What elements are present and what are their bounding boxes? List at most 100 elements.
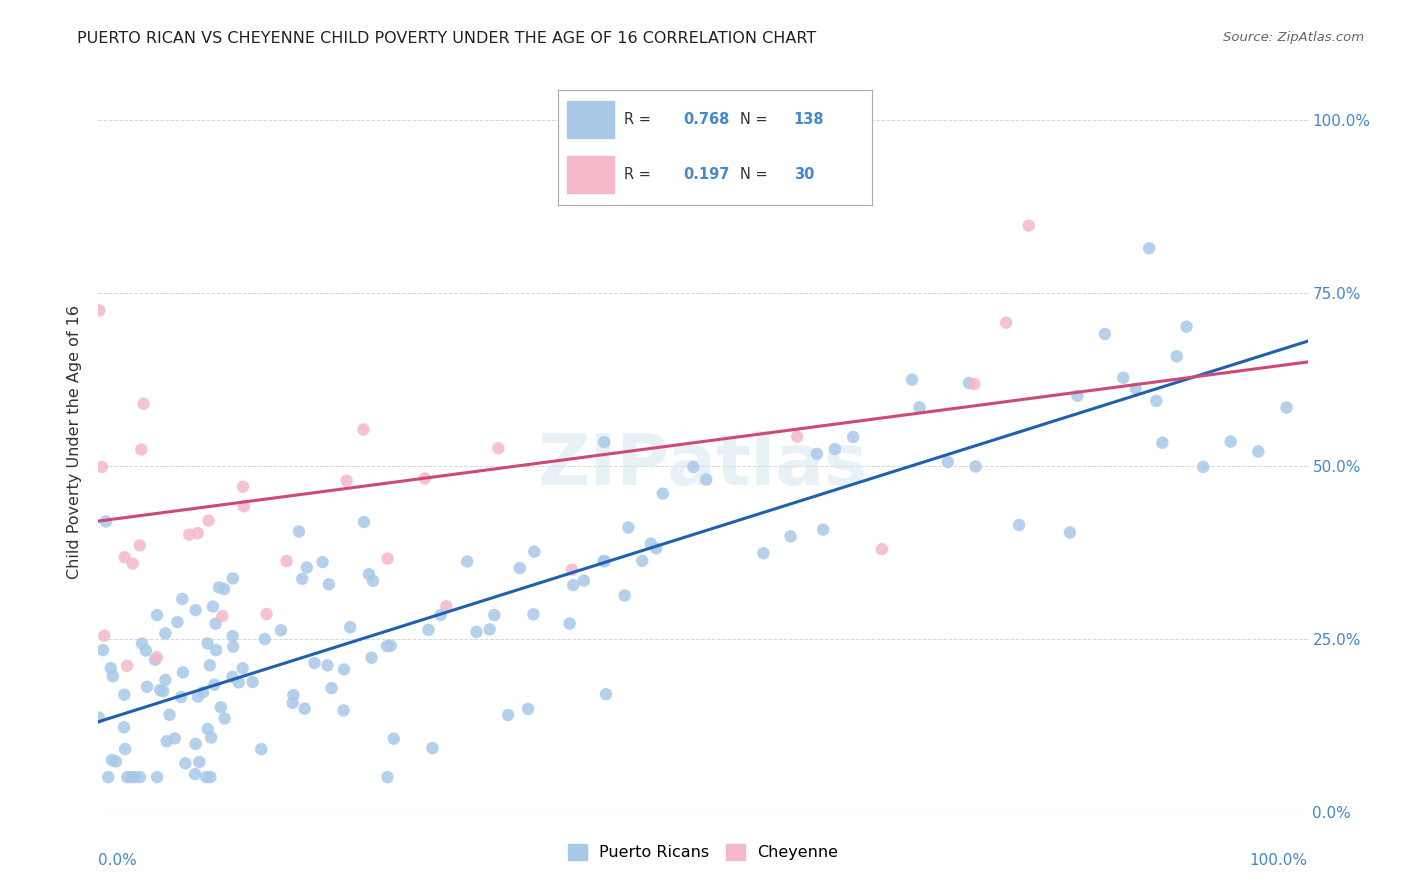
Point <box>129 770 152 784</box>
Point <box>304 656 326 670</box>
Point <box>270 624 292 638</box>
Legend: Puerto Ricans, Cheyenne: Puerto Ricans, Cheyenne <box>561 838 845 867</box>
Point <box>335 474 357 488</box>
Point <box>523 544 546 558</box>
Point <box>811 523 834 537</box>
Point <box>786 430 808 444</box>
Point <box>339 620 361 634</box>
Point <box>295 560 318 574</box>
Point <box>1059 525 1081 540</box>
Point <box>360 650 382 665</box>
Point <box>156 734 179 748</box>
Point <box>128 538 150 552</box>
Point <box>120 770 142 784</box>
Point <box>418 623 440 637</box>
Point <box>377 770 399 784</box>
Point <box>209 700 232 714</box>
Point <box>965 459 987 474</box>
Point <box>321 681 343 695</box>
Point <box>184 737 207 751</box>
Point <box>232 500 254 514</box>
Point <box>136 680 159 694</box>
Point <box>124 770 146 784</box>
Point <box>592 554 614 568</box>
Point <box>1008 518 1031 533</box>
Point <box>131 636 153 650</box>
Point <box>294 701 316 715</box>
Point <box>204 616 226 631</box>
Point <box>149 683 172 698</box>
Point <box>114 550 136 565</box>
Point <box>995 316 1018 330</box>
Point <box>256 607 278 621</box>
Point <box>380 639 402 653</box>
Point <box>311 555 333 569</box>
Point <box>163 731 186 746</box>
Text: PUERTO RICAN VS CHEYENNE CHILD POVERTY UNDER THE AGE OF 16 CORRELATION CHART: PUERTO RICAN VS CHEYENNE CHILD POVERTY U… <box>77 31 817 46</box>
Point <box>682 460 704 475</box>
Point <box>382 731 405 746</box>
Point <box>221 629 243 643</box>
Point <box>333 663 356 677</box>
Point <box>824 442 846 456</box>
Point <box>870 542 893 557</box>
Point <box>509 561 531 575</box>
Point <box>90 459 112 474</box>
Point <box>179 527 201 541</box>
Point <box>1166 349 1188 363</box>
Point <box>132 397 155 411</box>
Point <box>202 678 225 692</box>
Point <box>318 577 340 591</box>
Point <box>222 571 245 585</box>
Point <box>101 669 124 683</box>
Point <box>456 554 478 568</box>
Point <box>484 607 506 622</box>
Point <box>242 675 264 690</box>
Point <box>276 554 298 568</box>
Point <box>200 731 222 745</box>
Point <box>211 609 233 624</box>
Point <box>221 670 243 684</box>
Point <box>253 632 276 646</box>
Point <box>197 514 219 528</box>
Point <box>1175 319 1198 334</box>
Point <box>198 658 221 673</box>
Point <box>936 455 959 469</box>
Point <box>155 673 177 687</box>
Point <box>434 599 457 614</box>
Point <box>146 608 169 623</box>
Point <box>184 767 207 781</box>
Point <box>558 616 581 631</box>
Point <box>146 650 169 665</box>
Point <box>172 665 194 680</box>
Point <box>232 661 254 675</box>
Point <box>143 653 166 667</box>
Point <box>191 685 214 699</box>
Point <box>1018 219 1040 233</box>
Point <box>159 707 181 722</box>
Point <box>1247 444 1270 458</box>
Point <box>842 430 865 444</box>
Point <box>561 563 583 577</box>
Point <box>651 486 673 500</box>
Point <box>187 690 209 704</box>
Point <box>112 720 135 734</box>
Point <box>117 770 139 784</box>
Point <box>478 623 501 637</box>
Point <box>89 303 111 318</box>
Point <box>752 546 775 560</box>
Point <box>212 582 235 596</box>
Point <box>291 572 314 586</box>
Text: ZIPatlas: ZIPatlas <box>538 431 868 500</box>
Point <box>187 526 209 541</box>
Point <box>522 607 544 622</box>
Point <box>170 690 193 704</box>
Point <box>1152 435 1174 450</box>
Point <box>195 770 218 784</box>
Point <box>208 581 231 595</box>
Point <box>288 524 311 539</box>
Point <box>593 435 616 450</box>
Point <box>200 770 222 784</box>
Point <box>645 541 668 556</box>
Point <box>353 515 375 529</box>
